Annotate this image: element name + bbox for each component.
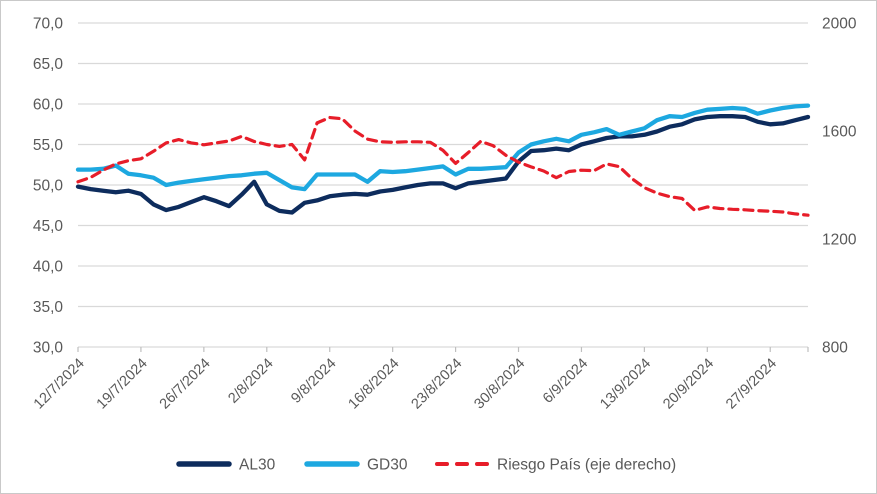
series-line-gd30 — [75, 103, 811, 192]
x-axis-date-label: 16/8/2024 — [346, 356, 403, 413]
left-axis-tick-label: 40,0 — [33, 258, 64, 275]
left-axis-tick-label: 45,0 — [33, 218, 64, 235]
x-axis-date-label: 30/8/2024 — [471, 356, 528, 413]
legend-item-al30: AL30 — [176, 456, 276, 473]
x-axis-date-label: 2/8/2024 — [225, 356, 276, 407]
left-axis-tick-label: 55,0 — [33, 137, 64, 154]
right-axis-tick-label: 2000 — [822, 15, 857, 32]
x-axis-date-label: 27/9/2024 — [723, 356, 780, 413]
legend-label: GD30 — [367, 456, 408, 473]
left-axis-tick-label: 60,0 — [33, 96, 64, 113]
x-axis-date-label: 12/7/2024 — [31, 356, 88, 413]
x-axis-date-label: 13/9/2024 — [597, 356, 654, 413]
x-axis-date-label: 6/9/2024 — [540, 356, 591, 407]
x-axis-date-label: 19/7/2024 — [94, 356, 151, 413]
x-axis-date-label: 20/9/2024 — [660, 356, 717, 413]
legend-item-riesgo: Riesgo País (eje derecho) — [435, 456, 676, 473]
legend-item-gd30: GD30 — [304, 456, 408, 473]
left-axis-tick-label: 70,0 — [33, 15, 64, 32]
x-axis-date-label: 26/7/2024 — [157, 356, 214, 413]
left-axis-labels: 70,0 65,0 60,0 55,0 50,0 45,0 40,0 35,0 30,0 — [33, 15, 64, 356]
left-axis-tick-label: 50,0 — [33, 177, 64, 194]
x-axis-labels: 12/7/2024 19/7/2024 26/7/2024 2/8/2024 9/8/2… — [31, 356, 780, 413]
legend-label: AL30 — [239, 456, 276, 473]
series-line-al30 — [75, 114, 811, 215]
right-axis-tick-label: 800 — [822, 339, 848, 356]
x-axis-ticks — [77, 347, 809, 352]
legend-label: Riesgo País (eje derecho) — [497, 456, 676, 473]
left-axis-tick-label: 65,0 — [33, 56, 64, 73]
legend: AL30 GD30 Riesgo País (eje derecho) — [176, 456, 676, 473]
right-axis-labels: 2000 1600 1200 800 — [822, 15, 857, 356]
left-axis-tick-label: 30,0 — [33, 339, 64, 356]
left-axis-tick-label: 35,0 — [33, 299, 64, 316]
x-axis-date-label: 9/8/2024 — [288, 356, 339, 407]
series-line-riesgo — [76, 115, 810, 217]
x-axis-date-label: 23/8/2024 — [408, 356, 465, 413]
right-axis-tick-label: 1200 — [822, 231, 857, 248]
right-axis-tick-label: 1600 — [822, 123, 857, 140]
